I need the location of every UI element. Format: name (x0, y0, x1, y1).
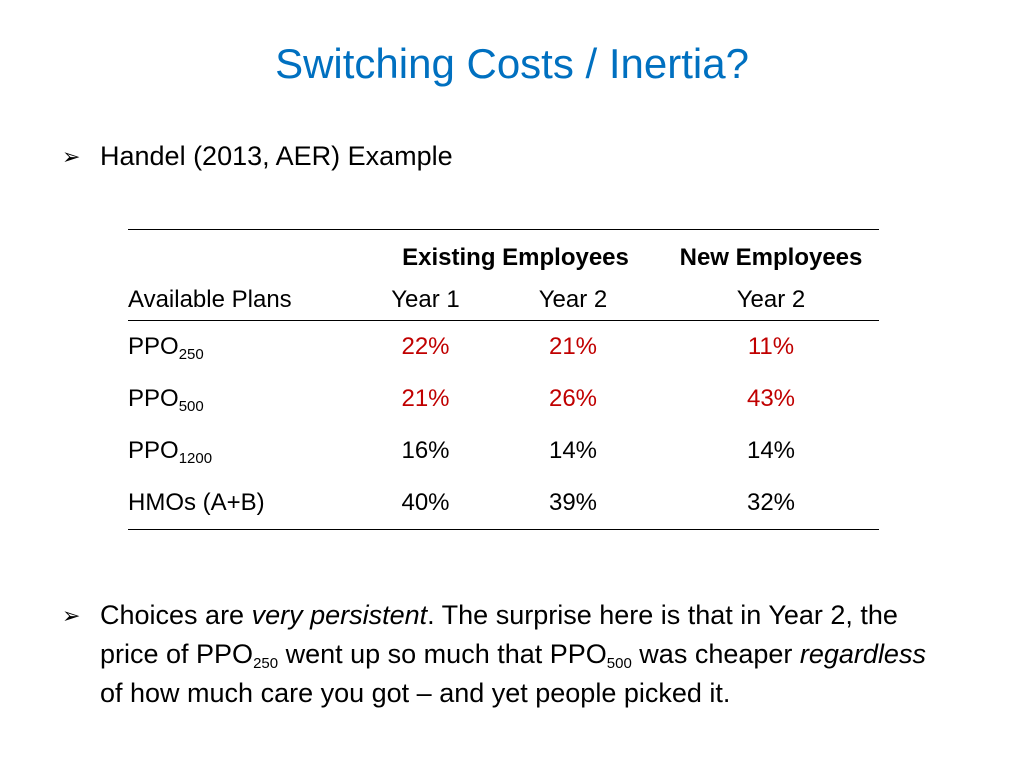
slide-title: Switching Costs / Inertia? (275, 40, 749, 87)
plan-name: HMOs (A+B) (128, 489, 265, 516)
table-row: PPO1200 16% 14% 14% (128, 425, 879, 477)
table-row: PPO500 21% 26% 43% (128, 373, 879, 425)
plan-name: PPO500 (128, 385, 204, 415)
bullet-text: Choices are very persistent. The surpris… (100, 600, 926, 708)
cell-existing-year2: 14% (548, 437, 598, 464)
bullet-handel-example: ➢ Handel (2013, AER) Example (62, 137, 962, 176)
cell-existing-year2: 26% (548, 385, 598, 412)
table-row: PPO250 22% 21% 11% (128, 321, 879, 374)
plan-share-table: Existing Employees New Employees Availab… (128, 229, 879, 530)
plan-name: PPO250 (128, 333, 204, 363)
col-existing-year1: Year 1 (368, 280, 483, 321)
col-new-year2: Year 2 (663, 280, 879, 321)
col-existing-year2: Year 2 (483, 280, 663, 321)
arrow-bullet-icon: ➢ (62, 144, 81, 169)
bullet-text: Handel (2013, AER) Example (100, 141, 453, 171)
header-empty (128, 230, 368, 281)
cell-new-year2: 11% (747, 333, 795, 360)
table-row: HMOs (A+B) 40% 39% 32% (128, 477, 879, 530)
plan-name: PPO1200 (128, 437, 213, 467)
cell-new-year2: 43% (746, 385, 796, 412)
header-new-employees: New Employees (679, 244, 863, 271)
bullet-choices-persistent: ➢ Choices are very persistent. The surpr… (62, 596, 942, 713)
cell-existing-year1: 16% (401, 437, 450, 464)
arrow-bullet-icon: ➢ (62, 603, 81, 628)
cell-existing-year2: 21% (548, 333, 598, 360)
cell-existing-year1: 21% (401, 385, 450, 412)
col-available-plans: Available Plans (128, 280, 368, 321)
header-existing-employees: Existing Employees (402, 244, 629, 271)
cell-existing-year1: 22% (401, 333, 450, 360)
cell-new-year2: 32% (746, 489, 796, 516)
cell-existing-year2: 39% (548, 489, 598, 516)
cell-existing-year1: 40% (401, 489, 450, 516)
cell-new-year2: 14% (746, 437, 796, 464)
